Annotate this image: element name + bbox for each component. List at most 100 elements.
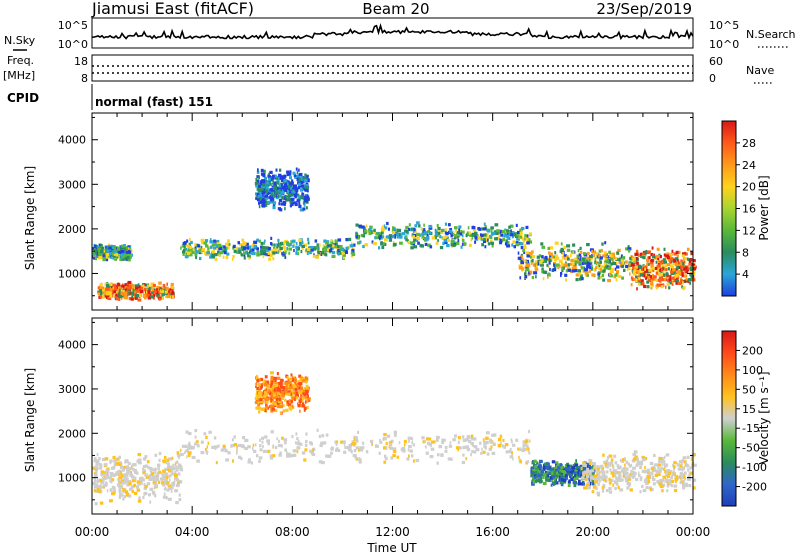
power-cell [439, 230, 444, 234]
velocity-cell [433, 440, 436, 444]
velocity-cell [448, 444, 453, 448]
velocity-cell [144, 455, 148, 459]
power-cell [541, 270, 544, 274]
power-cell [540, 258, 544, 263]
power-cell [516, 233, 520, 237]
velocity-cell [255, 406, 259, 410]
power-cell [591, 273, 596, 277]
velocity-cell [601, 474, 604, 478]
velocity-cell [459, 446, 462, 450]
velocity-cell [175, 460, 179, 464]
power-cell [631, 277, 634, 281]
velocity-cell [666, 469, 671, 473]
velocity-cell [548, 471, 553, 476]
power-cell [247, 254, 250, 258]
velocity-cell [149, 468, 152, 473]
velocity-cell [270, 404, 275, 408]
velocity-cell [679, 464, 683, 468]
power-cell [673, 252, 677, 256]
power-cell [594, 257, 597, 261]
power-cell [487, 242, 491, 246]
velocity-cell [169, 478, 171, 482]
power-cell [642, 256, 646, 260]
velocity-cell [152, 479, 156, 483]
velocity-cell [578, 466, 582, 470]
velocity-colorbar-tick-label: 15 [742, 403, 756, 416]
power-cell [120, 254, 123, 258]
velocity-cell [174, 462, 177, 466]
velocity-cell [103, 483, 107, 487]
power-cell [303, 178, 308, 183]
velocity-cell [279, 389, 282, 393]
velocity-cell [661, 462, 663, 466]
power-cell [152, 283, 156, 288]
velocity-cell [279, 451, 282, 455]
power-cell [289, 199, 293, 203]
power-cell [282, 196, 285, 200]
velocity-cell [178, 455, 180, 460]
velocity-cell [639, 490, 642, 494]
velocity-cell [111, 492, 116, 496]
velocity-cell [164, 467, 169, 471]
power-cell [548, 258, 552, 262]
power-cell [435, 241, 439, 245]
power-cell [113, 289, 116, 293]
velocity-cell [335, 442, 338, 446]
power-cell [297, 252, 300, 256]
velocity-cell [684, 477, 687, 481]
power-cell [502, 238, 505, 242]
power-cell [534, 260, 538, 264]
velocity-cell [129, 487, 133, 491]
power-cell [339, 245, 343, 249]
velocity-cell [124, 459, 129, 463]
power-cell [662, 258, 666, 262]
power-cell [294, 175, 297, 179]
velocity-cell [627, 484, 631, 488]
power-cell [305, 174, 309, 178]
power-cell [655, 260, 658, 264]
power-cell [496, 229, 500, 233]
velocity-cell [621, 469, 624, 473]
power-cell [598, 254, 601, 258]
power-cell [162, 283, 166, 288]
velocity-cell [122, 497, 125, 501]
velocity-cell [501, 444, 505, 448]
velocity-cell [265, 381, 268, 385]
power-cell [617, 248, 621, 252]
velocity-cell [553, 466, 557, 470]
velocity-cell [575, 459, 577, 463]
velocity-cell [571, 466, 575, 470]
power-cell [526, 251, 529, 255]
velocity-cell [117, 469, 121, 473]
power-cell [530, 255, 532, 259]
velocity-cell [553, 481, 556, 485]
velocity-cell [112, 466, 115, 470]
power-cell [379, 234, 382, 238]
velocity-cell [551, 471, 555, 475]
velocity-cell [413, 459, 415, 463]
velocity-cell [180, 452, 184, 457]
velocity-cell [481, 447, 483, 451]
velocity-cell [639, 476, 643, 480]
velocity-cell [203, 432, 207, 436]
velocity-cell [258, 459, 261, 463]
velocity-cell [118, 484, 122, 488]
velocity-cell [525, 444, 529, 448]
velocity-cell [588, 459, 593, 463]
power-cell [332, 250, 336, 255]
nsky-label: N.Sky [4, 34, 36, 47]
power-cell [206, 252, 210, 257]
power-cell [261, 185, 265, 189]
velocity-cell [175, 468, 179, 472]
power-cell [689, 258, 693, 262]
velocity-cell [194, 429, 198, 433]
velocity-cell [157, 467, 160, 471]
power-cell [639, 252, 642, 256]
velocity-cell [292, 449, 297, 453]
velocity-cell [272, 384, 275, 388]
power-cell [623, 268, 626, 272]
velocity-cell [110, 478, 115, 482]
power-cell [547, 273, 551, 277]
power-cell [691, 263, 694, 267]
power-cell [218, 247, 222, 251]
